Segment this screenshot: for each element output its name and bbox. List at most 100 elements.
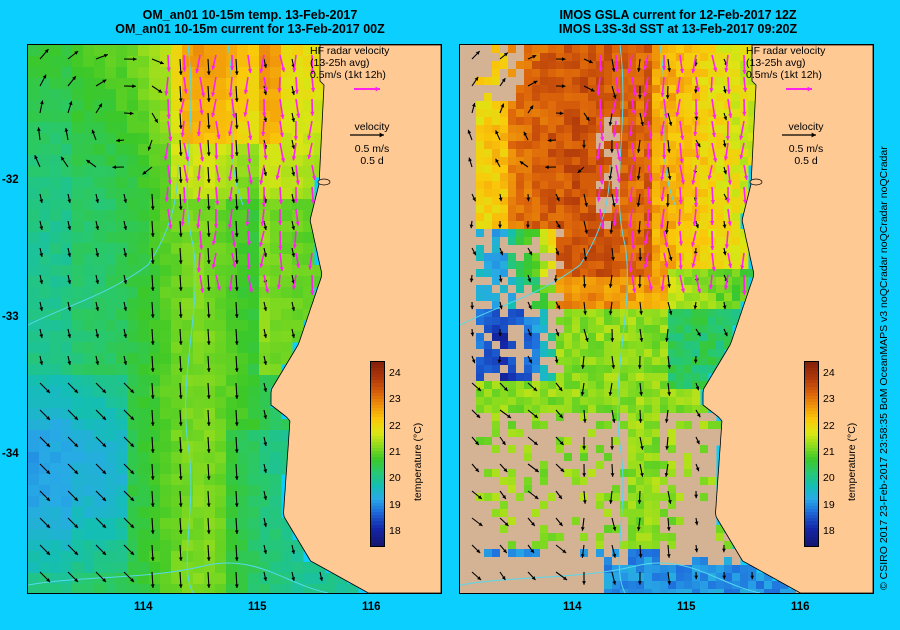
colorbar-segment	[805, 420, 818, 424]
colorbar-segment	[805, 478, 818, 483]
colorbar-segment	[805, 444, 818, 449]
lat-tick-34: -34	[2, 448, 19, 460]
colorbar-segment	[805, 506, 818, 510]
colorbar-segment	[371, 401, 384, 406]
colorbar-segment	[805, 377, 818, 381]
left-map-canvas	[28, 45, 441, 593]
colorbar-segment	[371, 426, 384, 430]
colorbar-segment	[805, 450, 818, 455]
colorbar-segment	[371, 404, 384, 409]
right-title-line1: IMOS GSLA current for 12-Feb-2017 12Z	[559, 8, 797, 22]
right-title: IMOS GSLA current for 12-Feb-2017 12Z IM…	[468, 8, 888, 36]
colorbar-segment	[805, 496, 818, 501]
colorbar-segment	[371, 389, 384, 394]
colorbar-segment	[371, 368, 384, 372]
colorbar-segment	[371, 469, 384, 473]
colorbar-segment	[371, 423, 384, 427]
colorbar-segment	[371, 454, 384, 458]
colorbar-tick-20: 20	[823, 472, 835, 485]
colorbar-segment	[805, 392, 818, 397]
colorbar-tick-21: 21	[823, 446, 835, 458]
colorbar-segment	[371, 362, 384, 366]
colorbar-segment	[805, 542, 818, 547]
colorbar-segment	[805, 530, 818, 535]
colorbar-segment	[805, 469, 818, 473]
colorbar-segment	[805, 429, 818, 434]
colorbar-segment	[371, 512, 384, 516]
colorbar-segment	[371, 481, 384, 486]
colorbar-tick-23: 23	[823, 393, 835, 406]
right-colorbar	[804, 361, 819, 547]
colorbar-segment	[805, 503, 818, 507]
colorbar-segment	[805, 509, 818, 513]
colorbar-segment	[371, 414, 384, 418]
colorbar-segment	[805, 457, 818, 461]
colorbar-segment	[805, 454, 818, 458]
colorbar-segment	[805, 365, 818, 369]
colorbar-segment	[805, 493, 818, 498]
colorbar-segment	[371, 380, 384, 384]
colorbar-segment	[805, 475, 818, 480]
right-map-panel: HF radar velocity (13-25h avg) 0.5m/s (1…	[459, 44, 874, 594]
colorbar-segment	[805, 441, 818, 446]
colorbar-segment	[371, 447, 384, 452]
colorbar-segment	[805, 533, 818, 538]
colorbar-segment	[805, 435, 818, 440]
right-hf-note: HF radar velocity (13-25h avg) 0.5m/s (1…	[746, 45, 826, 81]
colorbar-tick-19: 19	[389, 498, 401, 511]
left-title-line1: OM_an01 10-15m temp. 13-Feb-2017	[142, 8, 358, 22]
colorbar-tick-22: 22	[389, 419, 401, 432]
colorbar-segment	[371, 408, 384, 412]
colorbar-segment	[805, 398, 818, 403]
colorbar-segment	[371, 429, 384, 434]
colorbar-segment	[371, 493, 384, 498]
colorbar-segment	[371, 533, 384, 538]
left-lon-tick-114: 114	[134, 601, 153, 613]
colorbar-segment	[805, 368, 818, 372]
right-velocity-note: velocity 0.5 m/s 0.5 d	[788, 121, 824, 167]
colorbar-segment	[371, 411, 384, 415]
colorbar-segment	[805, 386, 818, 391]
right-title-line2: IMOS L3S-3d SST at 13-Feb-2017 09:20Z	[558, 22, 798, 36]
colorbar-segment	[371, 506, 384, 510]
colorbar-segment	[371, 420, 384, 424]
colorbar-segment	[805, 460, 818, 464]
colorbar-segment	[371, 466, 384, 470]
right-colorbar-label: temperature (°C)	[846, 422, 858, 501]
colorbar-segment	[371, 386, 384, 391]
colorbar-tick-23: 23	[389, 393, 401, 406]
colorbar-segment	[805, 524, 818, 529]
colorbar-segment	[805, 490, 818, 495]
colorbar-segment	[371, 398, 384, 403]
colorbar-segment	[371, 463, 384, 467]
colorbar-segment	[805, 404, 818, 409]
colorbar-segment	[371, 472, 384, 476]
colorbar-tick-20: 20	[389, 472, 401, 485]
colorbar-segment	[371, 536, 384, 541]
colorbar-segment	[805, 411, 818, 415]
colorbar-segment	[371, 530, 384, 535]
lat-tick-33: -33	[2, 311, 19, 323]
colorbar-segment	[805, 463, 818, 467]
colorbar-segment	[805, 447, 818, 452]
left-title: OM_an01 10-15m temp. 13-Feb-2017 OM_an01…	[40, 8, 460, 36]
left-map-panel: HF radar velocity (13-25h avg) 0.5m/s (1…	[27, 44, 442, 594]
left-colorbar	[370, 361, 385, 547]
colorbar-segment	[805, 414, 818, 418]
colorbar-segment	[371, 374, 384, 378]
credit-text: © CSIRO 2017 23-Feb-2017 23:58:35 BoM Oc…	[878, 146, 890, 590]
left-lon-tick-116: 116	[362, 601, 381, 613]
colorbar-segment	[371, 371, 384, 375]
colorbar-segment	[805, 466, 818, 470]
colorbar-segment	[805, 389, 818, 394]
colorbar-segment	[371, 377, 384, 381]
colorbar-segment	[371, 450, 384, 455]
right-lon-tick-116: 116	[791, 601, 810, 613]
colorbar-segment	[805, 539, 818, 544]
colorbar-segment	[805, 484, 818, 489]
colorbar-segment	[371, 457, 384, 461]
colorbar-segment	[371, 417, 384, 421]
colorbar-segment	[805, 362, 818, 366]
colorbar-segment	[371, 490, 384, 495]
left-hf-note: HF radar velocity (13-25h avg) 0.5m/s (1…	[310, 45, 390, 81]
